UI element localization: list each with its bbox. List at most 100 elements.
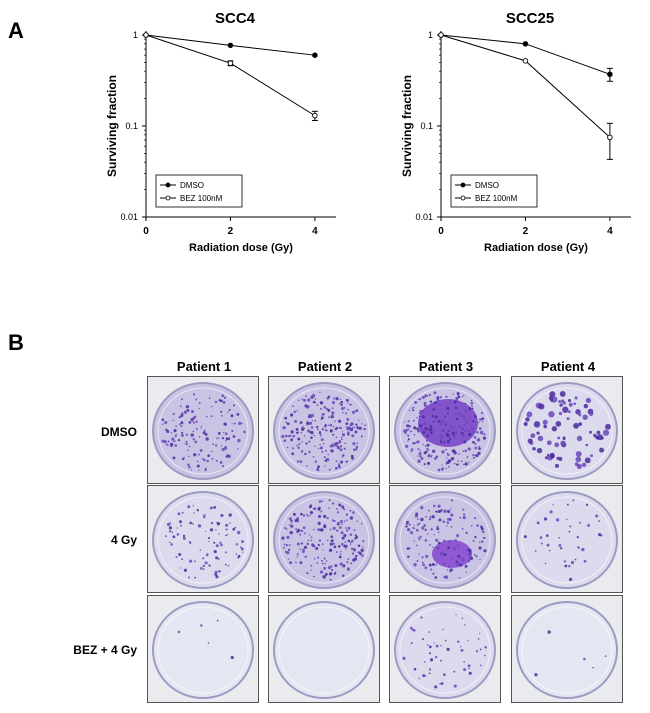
colony bbox=[180, 405, 182, 408]
colony bbox=[546, 440, 552, 446]
colony bbox=[437, 541, 441, 545]
colony bbox=[335, 551, 338, 554]
colony bbox=[210, 521, 214, 525]
colony bbox=[225, 439, 227, 442]
colony bbox=[341, 438, 343, 440]
colony bbox=[196, 460, 199, 463]
colony bbox=[345, 527, 347, 529]
colony bbox=[445, 432, 447, 434]
colony bbox=[460, 645, 462, 648]
colony bbox=[436, 420, 439, 423]
colony bbox=[305, 395, 307, 397]
colony bbox=[354, 410, 356, 412]
colony bbox=[165, 428, 168, 432]
colony bbox=[309, 422, 312, 425]
data-point bbox=[522, 41, 529, 47]
colony bbox=[202, 515, 206, 519]
colony bbox=[197, 524, 202, 528]
colony bbox=[174, 444, 178, 447]
colony bbox=[479, 632, 481, 634]
colony bbox=[204, 530, 207, 532]
colony bbox=[343, 544, 347, 548]
colony bbox=[408, 523, 411, 526]
colony bbox=[443, 575, 447, 579]
colony bbox=[307, 429, 311, 433]
colony-plate bbox=[511, 376, 623, 484]
data-point bbox=[143, 32, 149, 38]
colony bbox=[346, 427, 350, 431]
colony bbox=[338, 555, 342, 559]
colony bbox=[301, 398, 304, 401]
colony bbox=[203, 429, 206, 432]
colony bbox=[475, 555, 478, 558]
colony bbox=[338, 440, 342, 444]
colony bbox=[355, 448, 358, 451]
colony bbox=[321, 427, 324, 431]
colony bbox=[304, 452, 307, 456]
colony bbox=[436, 525, 439, 528]
scc25-survival-chart: SCC25 0.01 0.1 1 0 2 4 Radiation dose (Gy) Survi… bbox=[400, 10, 631, 254]
colony bbox=[340, 531, 344, 535]
colony bbox=[208, 564, 211, 567]
colony bbox=[405, 444, 409, 449]
colony bbox=[184, 443, 186, 445]
colony bbox=[408, 409, 411, 412]
colony bbox=[456, 564, 459, 567]
x-tick-label: 0 bbox=[438, 226, 444, 237]
colony bbox=[353, 448, 356, 452]
colony bbox=[455, 560, 459, 564]
colony bbox=[410, 430, 413, 432]
patient-2-label: Patient 2 bbox=[297, 359, 353, 374]
colony bbox=[460, 648, 464, 652]
colony bbox=[467, 664, 471, 668]
colony bbox=[362, 546, 364, 548]
colony bbox=[333, 520, 336, 522]
colony bbox=[339, 553, 342, 555]
colony bbox=[424, 528, 427, 532]
colony bbox=[295, 427, 299, 431]
colony bbox=[461, 556, 464, 559]
legend-label: DMSO bbox=[180, 181, 204, 190]
colony bbox=[284, 527, 287, 530]
colony bbox=[362, 540, 365, 543]
colony bbox=[481, 420, 484, 423]
colony bbox=[418, 677, 421, 680]
colony bbox=[182, 534, 186, 538]
colony bbox=[310, 536, 313, 538]
dish-rim bbox=[399, 387, 491, 475]
colony bbox=[202, 564, 206, 568]
colony bbox=[418, 522, 421, 525]
colony bbox=[447, 517, 450, 521]
colony bbox=[172, 419, 175, 422]
colony bbox=[292, 434, 296, 438]
colony bbox=[431, 414, 435, 418]
colony bbox=[599, 447, 605, 453]
colony bbox=[296, 409, 298, 412]
colony bbox=[476, 524, 479, 527]
colony bbox=[193, 393, 196, 396]
colony bbox=[331, 411, 335, 415]
colony bbox=[416, 428, 419, 431]
colony bbox=[209, 506, 213, 510]
colony bbox=[190, 417, 194, 422]
colony bbox=[460, 460, 463, 462]
colony-plate bbox=[389, 376, 501, 484]
colony bbox=[296, 556, 298, 558]
colony bbox=[327, 424, 329, 426]
colony bbox=[299, 460, 303, 464]
colony bbox=[208, 540, 210, 543]
colony bbox=[423, 403, 427, 407]
scc4-survival-chart: SCC4 0.01 0.1 1 0 2 4 Radiation dose (Gy) Surviv… bbox=[105, 10, 336, 254]
colony bbox=[407, 555, 410, 559]
colony bbox=[194, 440, 198, 444]
colony bbox=[435, 563, 437, 566]
colony bbox=[306, 542, 309, 546]
dish-rim bbox=[399, 496, 491, 584]
colony bbox=[166, 443, 169, 446]
colony bbox=[351, 456, 354, 460]
colony bbox=[419, 424, 422, 428]
colony bbox=[214, 570, 218, 574]
colony-plate bbox=[147, 595, 259, 703]
colony bbox=[413, 563, 417, 567]
colony bbox=[456, 640, 460, 643]
